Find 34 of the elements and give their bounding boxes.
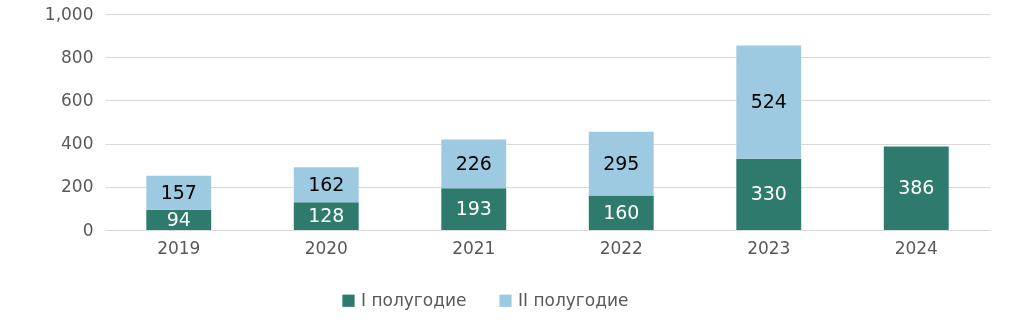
y-tick-label: 400 (61, 133, 94, 154)
data-label: 160 (603, 200, 640, 223)
x-tick-label: 2020 (304, 237, 348, 258)
x-tick-label: 2024 (894, 237, 938, 258)
x-tick-label: 2022 (599, 237, 643, 258)
x-tick-label: 2021 (452, 237, 496, 258)
y-tick-label: 200 (61, 176, 94, 197)
data-label: 94 (166, 207, 191, 230)
bar (441, 139, 507, 189)
data-label: 193 (455, 197, 492, 220)
y-tick-label: 1,000 (44, 3, 94, 24)
bar (736, 45, 802, 159)
data-label: 524 (750, 90, 787, 113)
data-label: 330 (750, 182, 787, 205)
x-tick-label: 2019 (157, 237, 201, 258)
legend-label: II полугодие (518, 289, 629, 310)
data-label: 295 (603, 151, 640, 174)
bar (146, 175, 212, 210)
bar (293, 167, 359, 203)
bar (883, 146, 949, 230)
data-label: 157 (160, 180, 197, 203)
data-label: 226 (455, 151, 492, 174)
data-label: 128 (308, 204, 345, 227)
bar (588, 195, 654, 230)
x-tick-label: 2023 (747, 237, 791, 258)
legend-label: I полугодие (361, 289, 467, 310)
y-tick-label: 0 (82, 219, 94, 240)
data-label: 386 (898, 176, 935, 199)
data-label: 162 (308, 172, 345, 195)
bar (441, 188, 507, 230)
y-tick-label: 600 (61, 89, 94, 110)
bar (736, 158, 802, 230)
bar (588, 131, 654, 196)
y-tick-label: 800 (61, 46, 94, 67)
